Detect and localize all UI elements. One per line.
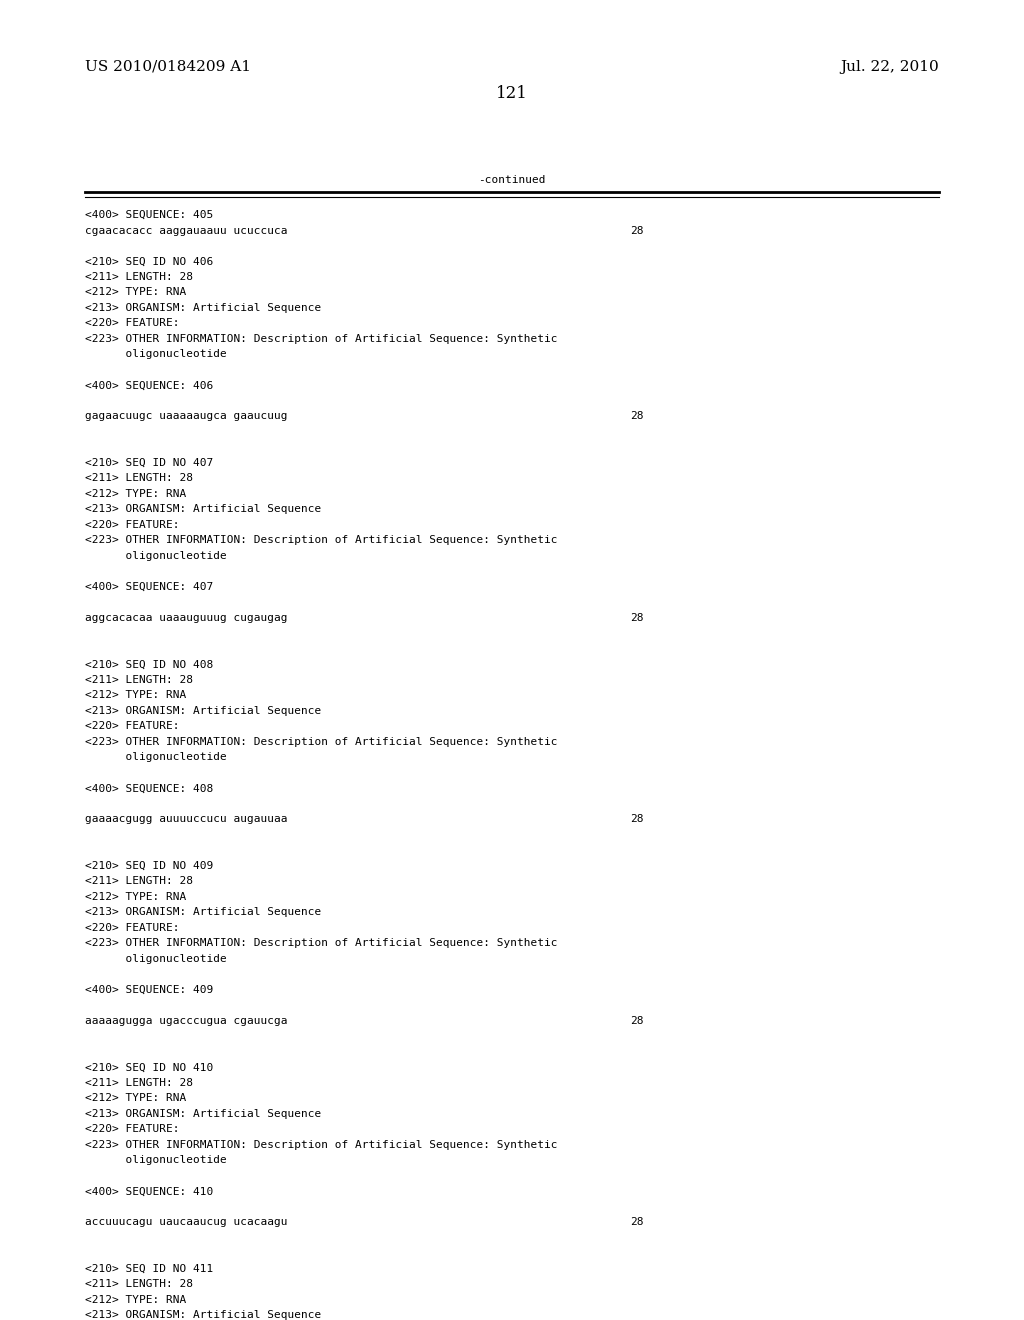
Text: 28: 28 bbox=[630, 412, 643, 421]
Text: <212> TYPE: RNA: <212> TYPE: RNA bbox=[85, 488, 186, 499]
Text: <213> ORGANISM: Artificial Sequence: <213> ORGANISM: Artificial Sequence bbox=[85, 304, 322, 313]
Text: <211> LENGTH: 28: <211> LENGTH: 28 bbox=[85, 474, 193, 483]
Text: <213> ORGANISM: Artificial Sequence: <213> ORGANISM: Artificial Sequence bbox=[85, 907, 322, 917]
Text: <400> SEQUENCE: 405: <400> SEQUENCE: 405 bbox=[85, 210, 213, 220]
Text: <210> SEQ ID NO 406: <210> SEQ ID NO 406 bbox=[85, 256, 213, 267]
Text: <220> FEATURE:: <220> FEATURE: bbox=[85, 1125, 179, 1134]
Text: <400> SEQUENCE: 409: <400> SEQUENCE: 409 bbox=[85, 985, 213, 995]
Text: <223> OTHER INFORMATION: Description of Artificial Sequence: Synthetic: <223> OTHER INFORMATION: Description of … bbox=[85, 1140, 557, 1150]
Text: <211> LENGTH: 28: <211> LENGTH: 28 bbox=[85, 1078, 193, 1088]
Text: <210> SEQ ID NO 410: <210> SEQ ID NO 410 bbox=[85, 1063, 213, 1072]
Text: <220> FEATURE:: <220> FEATURE: bbox=[85, 520, 179, 531]
Text: <210> SEQ ID NO 407: <210> SEQ ID NO 407 bbox=[85, 458, 213, 469]
Text: <220> FEATURE:: <220> FEATURE: bbox=[85, 318, 179, 329]
Text: <223> OTHER INFORMATION: Description of Artificial Sequence: Synthetic: <223> OTHER INFORMATION: Description of … bbox=[85, 737, 557, 747]
Text: aggcacacaa uaaauguuug cugaugag: aggcacacaa uaaauguuug cugaugag bbox=[85, 612, 288, 623]
Text: oligonucleotide: oligonucleotide bbox=[85, 954, 226, 964]
Text: <223> OTHER INFORMATION: Description of Artificial Sequence: Synthetic: <223> OTHER INFORMATION: Description of … bbox=[85, 939, 557, 949]
Text: <212> TYPE: RNA: <212> TYPE: RNA bbox=[85, 1295, 186, 1305]
Text: gaaaacgugg auuuuccucu augauuaa: gaaaacgugg auuuuccucu augauuaa bbox=[85, 814, 288, 825]
Text: <210> SEQ ID NO 409: <210> SEQ ID NO 409 bbox=[85, 861, 213, 871]
Text: <211> LENGTH: 28: <211> LENGTH: 28 bbox=[85, 675, 193, 685]
Text: <212> TYPE: RNA: <212> TYPE: RNA bbox=[85, 288, 186, 297]
Text: accuuucagu uaucaaucug ucacaagu: accuuucagu uaucaaucug ucacaagu bbox=[85, 1217, 288, 1228]
Text: <211> LENGTH: 28: <211> LENGTH: 28 bbox=[85, 1279, 193, 1290]
Text: <210> SEQ ID NO 411: <210> SEQ ID NO 411 bbox=[85, 1265, 213, 1274]
Text: <212> TYPE: RNA: <212> TYPE: RNA bbox=[85, 1093, 186, 1104]
Text: <400> SEQUENCE: 410: <400> SEQUENCE: 410 bbox=[85, 1187, 213, 1196]
Text: <213> ORGANISM: Artificial Sequence: <213> ORGANISM: Artificial Sequence bbox=[85, 1109, 322, 1119]
Text: Jul. 22, 2010: Jul. 22, 2010 bbox=[841, 59, 939, 74]
Text: <212> TYPE: RNA: <212> TYPE: RNA bbox=[85, 892, 186, 902]
Text: gagaacuugc uaaaaaugca gaaucuug: gagaacuugc uaaaaaugca gaaucuug bbox=[85, 412, 288, 421]
Text: 28: 28 bbox=[630, 814, 643, 825]
Text: oligonucleotide: oligonucleotide bbox=[85, 752, 226, 763]
Text: <223> OTHER INFORMATION: Description of Artificial Sequence: Synthetic: <223> OTHER INFORMATION: Description of … bbox=[85, 334, 557, 345]
Text: <213> ORGANISM: Artificial Sequence: <213> ORGANISM: Artificial Sequence bbox=[85, 504, 322, 515]
Text: <212> TYPE: RNA: <212> TYPE: RNA bbox=[85, 690, 186, 701]
Text: oligonucleotide: oligonucleotide bbox=[85, 350, 226, 359]
Text: 121: 121 bbox=[496, 84, 528, 102]
Text: <210> SEQ ID NO 408: <210> SEQ ID NO 408 bbox=[85, 660, 213, 669]
Text: <223> OTHER INFORMATION: Description of Artificial Sequence: Synthetic: <223> OTHER INFORMATION: Description of … bbox=[85, 536, 557, 545]
Text: <400> SEQUENCE: 407: <400> SEQUENCE: 407 bbox=[85, 582, 213, 591]
Text: 28: 28 bbox=[630, 1217, 643, 1228]
Text: 28: 28 bbox=[630, 612, 643, 623]
Text: <400> SEQUENCE: 408: <400> SEQUENCE: 408 bbox=[85, 784, 213, 793]
Text: aaaaagugga ugacccugua cgauucga: aaaaagugga ugacccugua cgauucga bbox=[85, 1016, 288, 1026]
Text: US 2010/0184209 A1: US 2010/0184209 A1 bbox=[85, 59, 251, 74]
Text: oligonucleotide: oligonucleotide bbox=[85, 1155, 226, 1166]
Text: <213> ORGANISM: Artificial Sequence: <213> ORGANISM: Artificial Sequence bbox=[85, 1311, 322, 1320]
Text: oligonucleotide: oligonucleotide bbox=[85, 550, 226, 561]
Text: 28: 28 bbox=[630, 226, 643, 235]
Text: <220> FEATURE:: <220> FEATURE: bbox=[85, 722, 179, 731]
Text: <211> LENGTH: 28: <211> LENGTH: 28 bbox=[85, 876, 193, 887]
Text: <213> ORGANISM: Artificial Sequence: <213> ORGANISM: Artificial Sequence bbox=[85, 706, 322, 715]
Text: <400> SEQUENCE: 406: <400> SEQUENCE: 406 bbox=[85, 380, 213, 391]
Text: 28: 28 bbox=[630, 1016, 643, 1026]
Text: <211> LENGTH: 28: <211> LENGTH: 28 bbox=[85, 272, 193, 282]
Text: cgaacacacc aaggauaauu ucuccuca: cgaacacacc aaggauaauu ucuccuca bbox=[85, 226, 288, 235]
Text: -continued: -continued bbox=[478, 176, 546, 185]
Text: <220> FEATURE:: <220> FEATURE: bbox=[85, 923, 179, 933]
